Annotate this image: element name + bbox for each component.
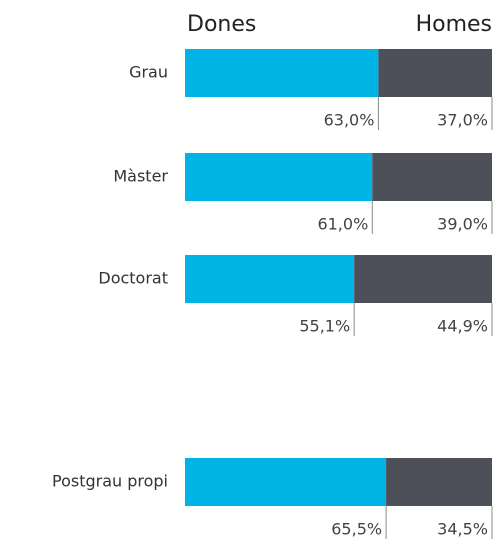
value-label: 37,0% <box>437 111 488 130</box>
bar-segment <box>185 153 373 201</box>
value-label: 65,5% <box>331 520 382 539</box>
bar-segment <box>354 255 492 303</box>
category-label: Doctorat <box>98 269 168 288</box>
value-label: 34,5% <box>437 520 488 539</box>
value-label: 55,1% <box>299 317 350 336</box>
value-label: 61,0% <box>317 215 368 234</box>
legend-label: Dones <box>187 12 256 37</box>
bar-segment <box>185 255 355 303</box>
value-label: 44,9% <box>437 317 488 336</box>
bar-segment <box>386 458 492 506</box>
bar-segment <box>372 153 492 201</box>
value-label: 63,0% <box>324 111 375 130</box>
bar-segment <box>378 49 492 97</box>
category-label: Postgrau propi <box>52 472 168 491</box>
bar-segment <box>185 458 387 506</box>
value-label: 39,0% <box>437 215 488 234</box>
legend-label: Homes <box>416 12 492 37</box>
category-label: Màster <box>113 167 168 186</box>
category-label: Grau <box>129 63 168 82</box>
bar-segment <box>185 49 379 97</box>
